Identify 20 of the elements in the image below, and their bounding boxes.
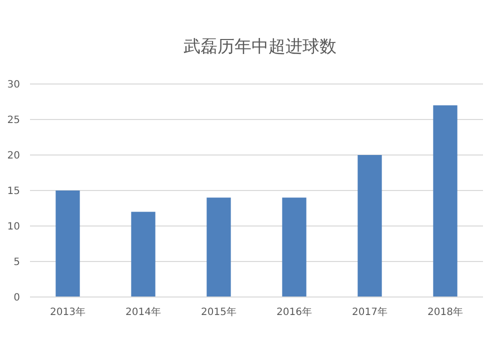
bar xyxy=(358,155,382,297)
bar xyxy=(206,198,231,297)
bar xyxy=(56,190,80,297)
y-tick-label: 5 xyxy=(14,257,20,268)
y-tick-label: 30 xyxy=(7,80,20,90)
bar xyxy=(131,212,156,297)
bar xyxy=(433,105,458,297)
y-tick-label: 10 xyxy=(7,222,20,232)
y-tick-label: 15 xyxy=(7,186,20,197)
x-tick-label: 2014年 xyxy=(126,306,161,318)
y-tick-label: 0 xyxy=(14,292,20,304)
y-tick-label: 25 xyxy=(7,115,20,126)
x-tick-label: 2015年 xyxy=(201,306,236,318)
x-tick-label: 2018年 xyxy=(428,306,463,318)
x-tick-label: 2013年 xyxy=(50,306,86,318)
x-tick-label: 2016年 xyxy=(276,306,312,318)
x-tick-label: 2017年 xyxy=(352,306,388,318)
y-tick-label: 20 xyxy=(7,150,20,162)
chart-title: 武磊历年中超进球数 xyxy=(184,37,336,57)
bar xyxy=(282,198,306,297)
